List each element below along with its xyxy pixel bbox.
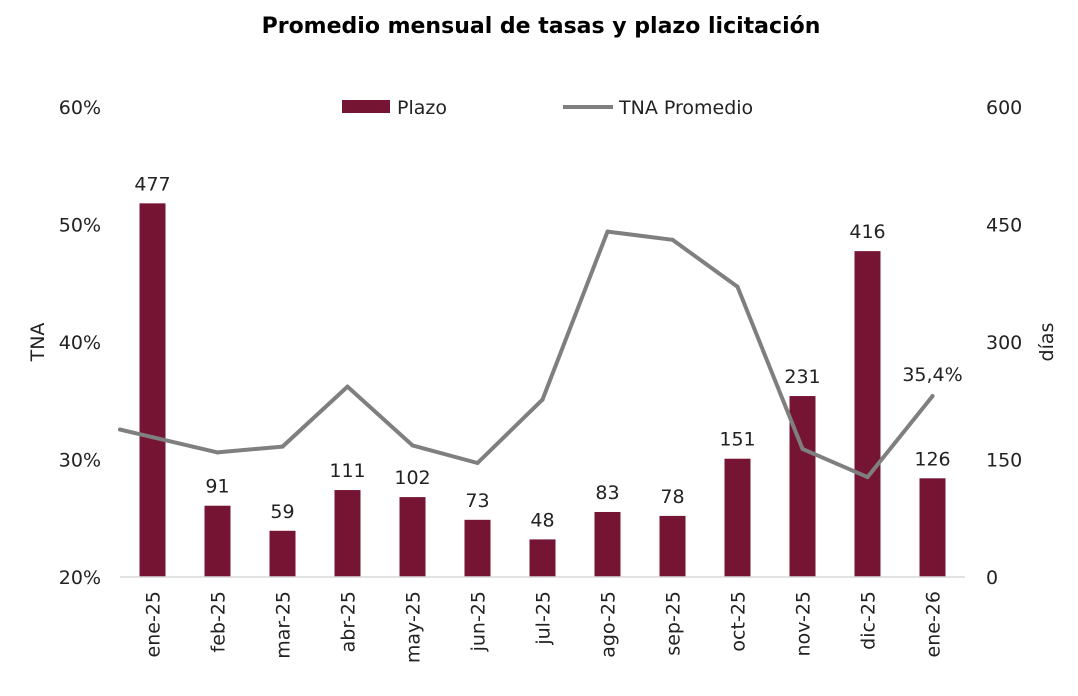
legend-label-plazo: Plazo: [397, 97, 447, 119]
bar-data-label: 48: [530, 509, 554, 531]
x-tick-label: ene-25: [143, 591, 165, 657]
x-tick-label: mar-25: [273, 591, 295, 659]
chart-title: Promedio mensual de tasas y plazo licita…: [262, 14, 821, 39]
bar: [399, 497, 426, 577]
right-axis-tick-label: 300: [986, 332, 1022, 354]
bar-data-label: 151: [719, 429, 755, 451]
bar: [854, 251, 881, 577]
line-point: [150, 435, 155, 440]
left-axis-tick-label: 20%: [59, 567, 101, 589]
bar: [529, 539, 556, 577]
line-series-tna: 35,4%: [118, 229, 963, 480]
line-point: [540, 397, 545, 402]
bar-data-label: 126: [914, 448, 950, 470]
x-tick-label: may-25: [403, 591, 425, 663]
bar: [204, 505, 231, 577]
line-point: [475, 461, 480, 466]
x-axis: ene-25 feb-25 mar-25 abr-25 may-25 jun-25 jul-…: [120, 576, 965, 663]
bar: [594, 511, 621, 577]
x-tick-label: jun-25: [468, 591, 490, 652]
right-axis-title: días: [1036, 323, 1058, 362]
line-point: [735, 284, 740, 289]
bar: [659, 515, 686, 577]
left-axis: 20% 30% 40% 50% 60% TNA: [27, 97, 101, 589]
line-point: [280, 444, 285, 449]
bar-data-label: 111: [329, 460, 365, 482]
bar-data-label: 477: [134, 173, 170, 195]
left-axis-title: TNA: [27, 323, 49, 363]
bar-data-label: 91: [205, 476, 229, 498]
x-tick-label: nov-25: [793, 591, 815, 656]
line-point: [670, 237, 675, 242]
bar: [724, 458, 751, 577]
bar-data-label: 59: [270, 501, 294, 523]
bar-data-label: 73: [465, 490, 489, 512]
left-axis-tick-label: 30%: [59, 450, 101, 472]
left-axis-tick-label: 60%: [59, 97, 101, 119]
x-tick-label: sep-25: [663, 591, 685, 656]
line-point: [605, 229, 610, 234]
legend-label-tna: TNA Promedio: [618, 97, 753, 119]
legend: Plazo TNA Promedio: [342, 97, 753, 119]
x-tick-label: feb-25: [208, 591, 230, 652]
bar-data-label: 102: [394, 467, 430, 489]
bar-series-plazo: 477 91 59 111 102 73 48 83 78 151 231 416 126: [134, 173, 951, 577]
x-tick-label: jul-25: [533, 591, 555, 646]
line-point: [865, 475, 870, 480]
right-axis: 0 150 300 450 600 días: [986, 97, 1058, 589]
bar: [464, 519, 491, 577]
bar: [334, 490, 361, 577]
x-tick-label: oct-25: [728, 591, 750, 652]
line-point: [930, 394, 935, 399]
x-tick-label: ene-26: [923, 591, 945, 657]
line-point: [800, 446, 805, 451]
left-axis-tick-label: 40%: [59, 332, 101, 354]
x-tick-label: abr-25: [338, 591, 360, 652]
bar-data-label: 83: [595, 482, 619, 504]
line-point: [345, 384, 350, 389]
right-axis-tick-label: 150: [986, 450, 1022, 472]
bar: [269, 530, 296, 577]
bar: [919, 478, 946, 577]
line-point: [410, 443, 415, 448]
bar-data-label: 78: [660, 486, 684, 508]
right-axis-tick-label: 600: [986, 97, 1022, 119]
right-axis-tick-label: 0: [986, 567, 998, 589]
line-path: [118, 229, 935, 480]
legend-swatch-plazo: [342, 100, 390, 113]
bar-data-label: 231: [784, 366, 820, 388]
bar: [139, 203, 166, 577]
x-tick-label: ago-25: [598, 591, 620, 658]
bar-data-label: 416: [849, 221, 885, 243]
x-tick-label: dic-25: [858, 591, 880, 650]
line-data-label: 35,4%: [902, 364, 962, 386]
line-point: [215, 450, 220, 455]
right-axis-tick-label: 450: [986, 215, 1022, 237]
left-axis-tick-label: 50%: [59, 215, 101, 237]
